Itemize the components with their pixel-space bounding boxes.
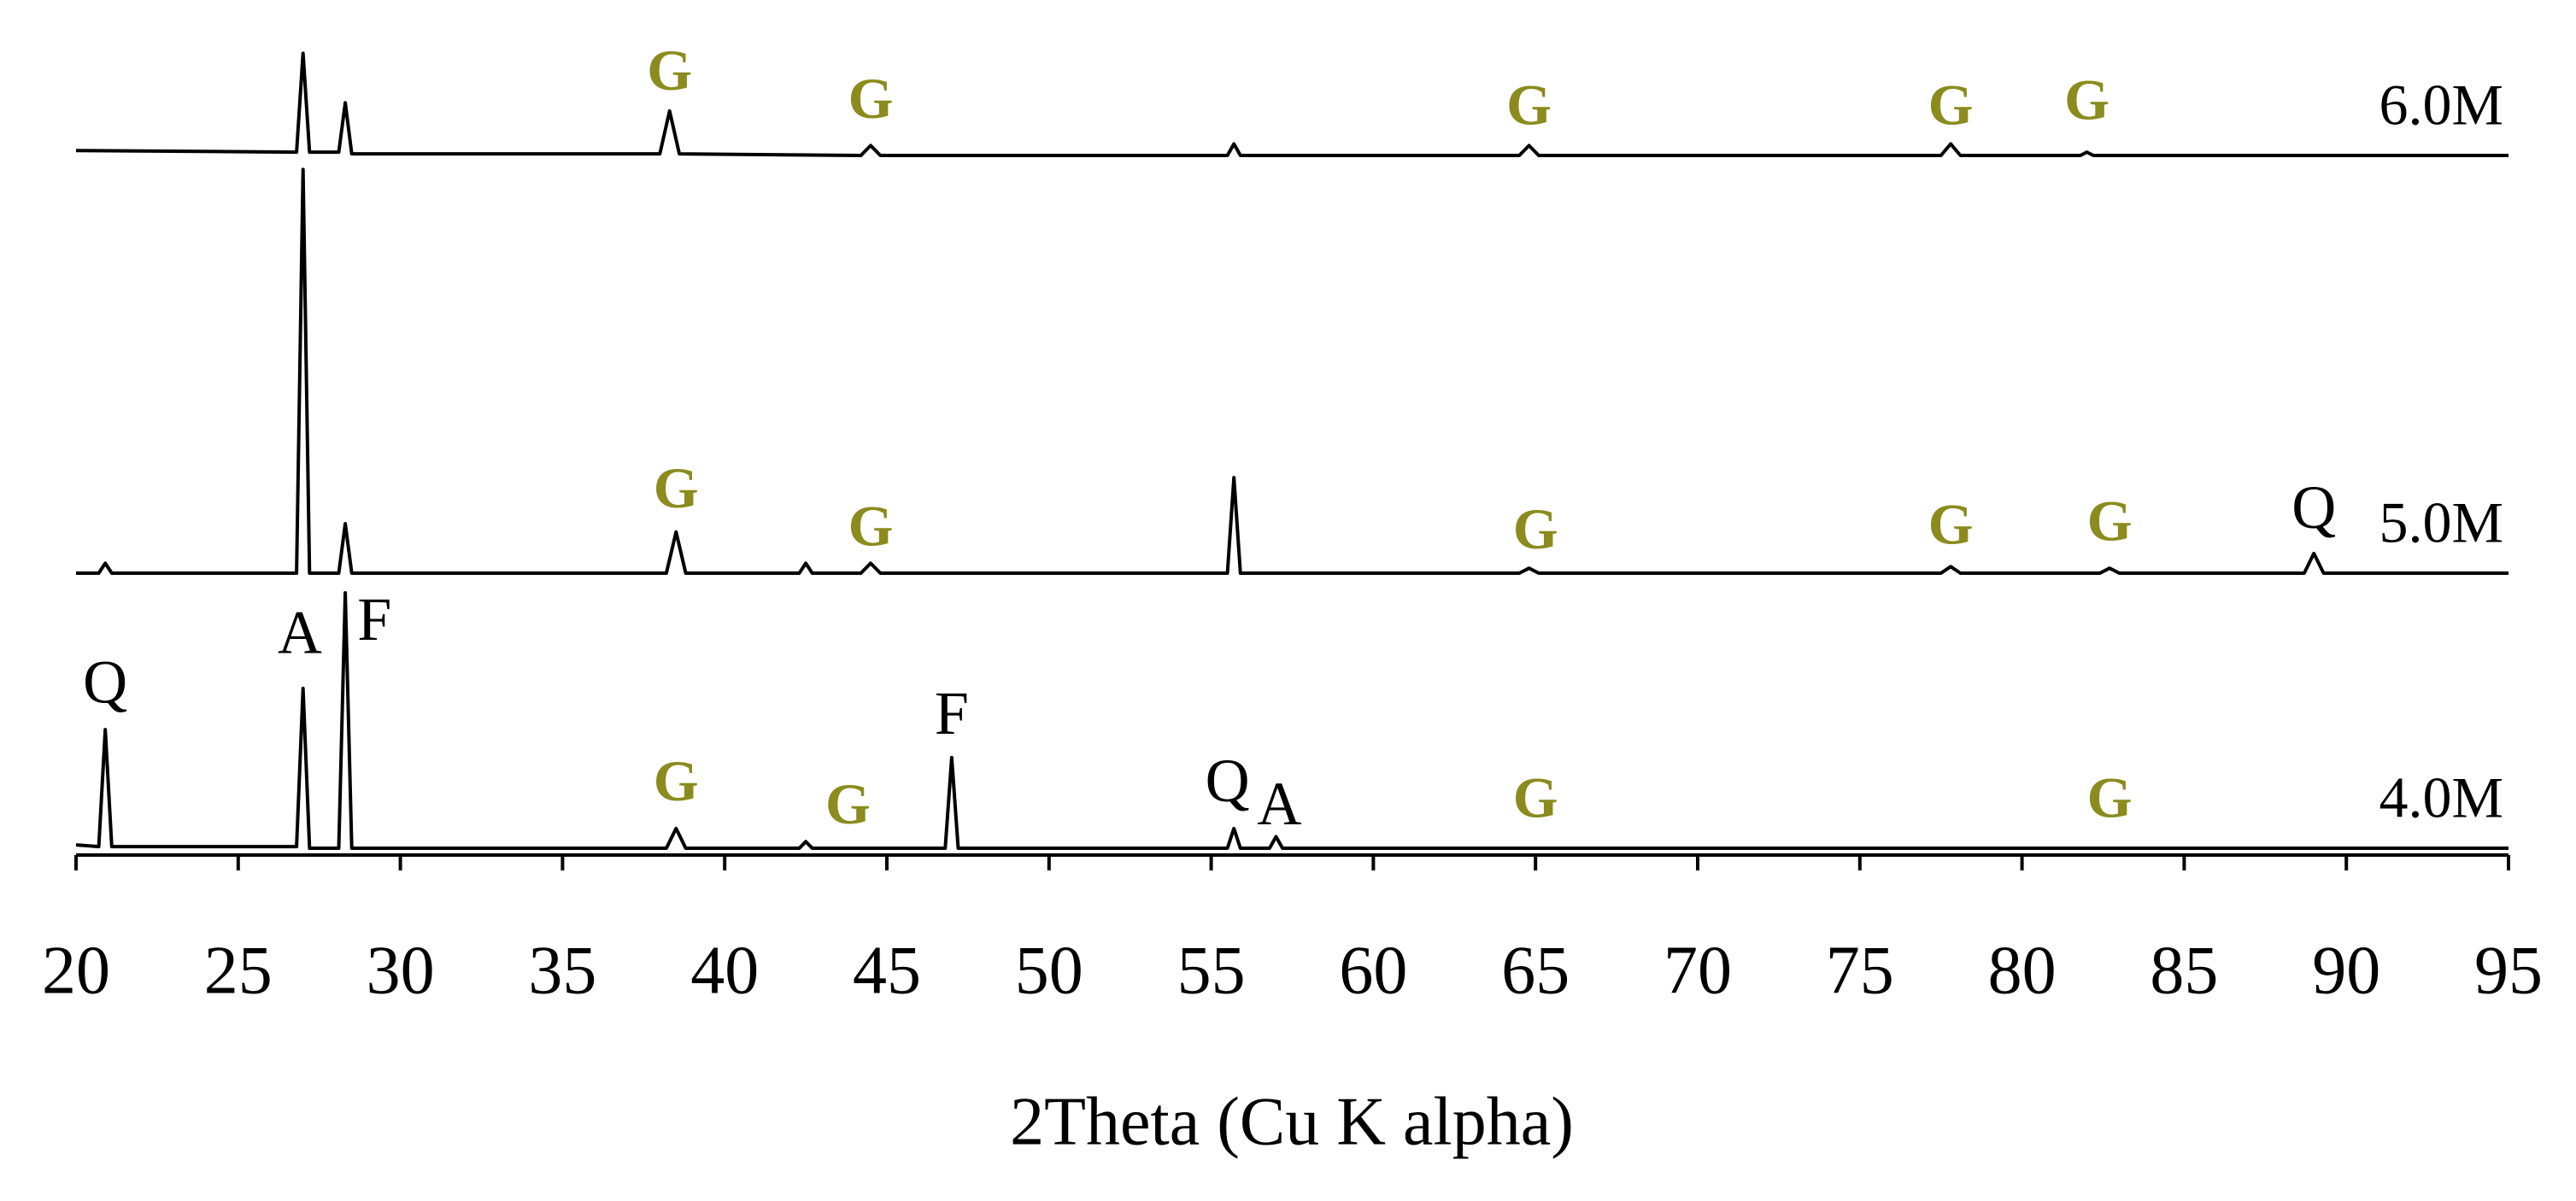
x-tick-label: 95 — [2474, 933, 2543, 1008]
series-label: 5.0M — [2379, 490, 2503, 555]
pattern-line — [75, 591, 2509, 850]
pattern-line — [76, 167, 2509, 575]
x-tick-label: 60 — [1339, 933, 1407, 1008]
peak-annotation: G — [2087, 489, 2133, 554]
peak-annotation: G — [848, 66, 894, 131]
peak-annotation: G — [2087, 765, 2133, 830]
x-axis-label: 2Theta (Cu K alpha) — [1010, 1084, 1574, 1159]
x-tick-label: 85 — [2150, 933, 2218, 1008]
peak-annotation: Q — [2291, 473, 2336, 542]
x-tick-label: 55 — [1177, 933, 1246, 1008]
x-tick-label: 90 — [2312, 933, 2380, 1008]
peak-annotation: G — [1513, 765, 1558, 830]
x-tick-label: 80 — [1988, 933, 2057, 1008]
peak-annotation: G — [1928, 73, 1974, 138]
peak-annotation: F — [357, 585, 391, 653]
x-tick-label: 40 — [690, 933, 759, 1008]
peak-annotation: G — [825, 771, 871, 836]
peak-annotation: A — [278, 599, 322, 667]
peak-annotation: G — [848, 493, 894, 558]
x-tick-label: 50 — [1015, 933, 1083, 1008]
peak-annotation: G — [654, 455, 699, 520]
peak-annotation: G — [1506, 73, 1552, 138]
peak-annotation: G — [1928, 491, 1974, 556]
x-tick-label: 65 — [1501, 933, 1570, 1008]
x-tick-label: 70 — [1664, 933, 1732, 1008]
series-label: 4.0M — [2379, 765, 2503, 830]
x-tick-label: 75 — [1826, 933, 1894, 1008]
peak-annotation: G — [1513, 496, 1558, 561]
series-label: 6.0M — [2379, 73, 2503, 138]
peak-annotation: G — [2064, 67, 2110, 132]
peak-annotation: Q — [1206, 747, 1250, 815]
peak-annotation: G — [654, 748, 699, 813]
x-tick-label: 20 — [42, 933, 110, 1008]
peak-annotation: Q — [83, 647, 127, 716]
peak-annotation: A — [1257, 770, 1301, 838]
x-tick-label: 25 — [204, 933, 273, 1008]
x-tick-label: 45 — [853, 933, 921, 1008]
x-tick-label: 30 — [367, 933, 435, 1008]
peak-annotation: F — [935, 679, 969, 747]
peak-annotation: G — [647, 38, 692, 103]
x-tick-label: 35 — [528, 933, 596, 1008]
pattern-line — [75, 51, 2509, 157]
